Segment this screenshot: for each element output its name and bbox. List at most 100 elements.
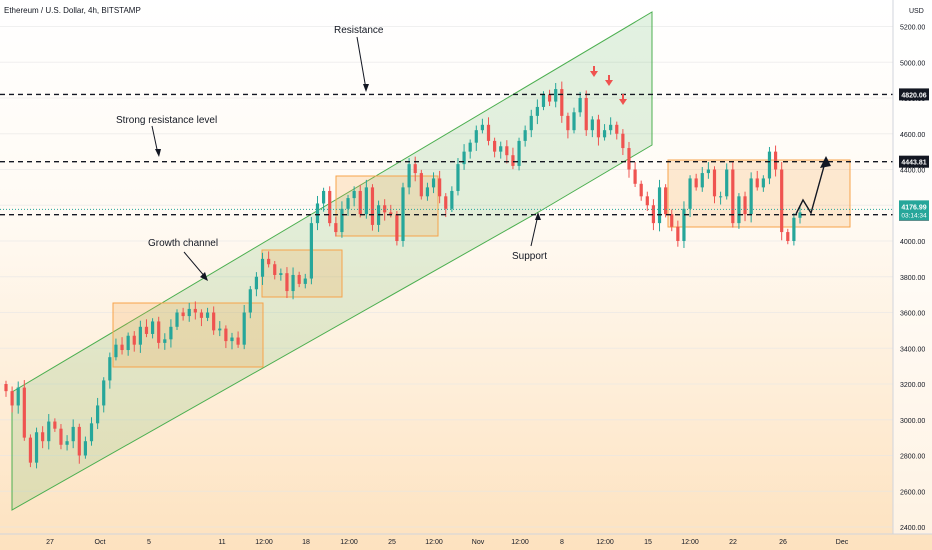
candle-body	[480, 124, 484, 131]
time-tick-label: Nov	[472, 539, 485, 546]
growth-channel[interactable]	[11, 11, 653, 511]
candle-body	[712, 169, 717, 197]
red-arrow-icon	[590, 66, 627, 105]
candle-body	[541, 94, 546, 107]
candle-body	[462, 151, 466, 165]
candle-body	[419, 173, 423, 197]
candle-body	[108, 357, 112, 381]
candle-body	[578, 98, 582, 113]
support-pointer-head	[535, 212, 541, 220]
candle-body	[456, 164, 460, 191]
support-label: Support	[512, 251, 547, 262]
candle-body	[719, 196, 723, 198]
level-tag	[899, 155, 929, 168]
level-tag-label: 4820.06	[901, 92, 926, 99]
candle-body	[322, 190, 326, 204]
candle-body	[468, 142, 472, 152]
consolidation-box-3[interactable]	[335, 175, 439, 237]
candle-body	[59, 428, 63, 445]
currency-label: USD	[909, 8, 924, 15]
candle-body	[401, 187, 405, 241]
growth-channel-pointer	[183, 251, 207, 279]
candle-body	[413, 164, 417, 174]
candle-body	[285, 273, 289, 292]
candle-body	[731, 169, 735, 224]
price-tick-label: 3400.00	[900, 346, 925, 353]
candle-body	[389, 212, 393, 215]
candle-body	[499, 146, 503, 152]
price-tick-label: 3800.00	[900, 275, 925, 282]
candle-body	[212, 312, 216, 331]
candle-body	[547, 94, 552, 102]
price-axis[interactable]: USD 2400.00 2600.00 2800.00 3000.00 3200.00 3…	[892, 0, 932, 534]
projection-arrow-icon	[820, 156, 831, 168]
candle-body	[755, 178, 759, 188]
candle-body	[187, 308, 191, 317]
candle-body	[340, 208, 344, 233]
time-tick-label: 11	[218, 539, 225, 546]
candle-body	[157, 321, 161, 343]
resistance-pointer-head	[363, 84, 369, 92]
price-tick-label: 3000.00	[900, 418, 925, 425]
candle-body	[346, 198, 350, 209]
time-tick-label: 12:00	[255, 539, 273, 546]
candle-body	[786, 232, 790, 241]
candle-body	[517, 140, 521, 166]
candle-body	[41, 432, 45, 442]
candle-body	[89, 423, 94, 442]
candle-body	[114, 344, 118, 358]
consolidation-box-4[interactable]	[667, 159, 851, 228]
candle-body	[431, 178, 436, 188]
last-price-tag	[899, 200, 929, 221]
time-tick-label: 12:00	[425, 539, 443, 546]
candle-body	[254, 276, 259, 290]
candle-body	[773, 151, 778, 170]
countdown-label: 03:14:34	[901, 212, 927, 219]
candle-body	[590, 119, 594, 131]
candle-body	[96, 405, 100, 424]
candle-body	[615, 124, 619, 134]
annotation-labels: Resistance Strong resistance level Growt…	[116, 25, 547, 262]
candle-body	[700, 173, 704, 188]
price-tick-label: 3200.00	[900, 382, 925, 389]
candle-body	[303, 278, 307, 284]
candle-body	[175, 312, 179, 327]
candle-body	[10, 391, 14, 406]
candle-body	[627, 148, 631, 170]
candle-body	[205, 312, 210, 318]
candle-body	[511, 155, 515, 166]
candle-body	[126, 335, 130, 351]
time-tick-label: 12:00	[511, 539, 529, 546]
candle-body	[364, 187, 368, 215]
level-tag	[899, 88, 929, 101]
time-tick-label: 18	[302, 539, 310, 546]
support-pointer	[530, 214, 539, 247]
candle-body	[657, 187, 662, 224]
time-tick-label: 8	[560, 539, 564, 546]
candle-body	[682, 208, 686, 241]
candle-body	[71, 426, 75, 442]
candle-body	[706, 169, 710, 174]
candle-body	[334, 223, 338, 233]
candle-body	[132, 335, 136, 345]
candle-body	[65, 441, 69, 445]
price-tick-label: 2400.00	[900, 525, 925, 532]
candle-body	[486, 124, 491, 141]
candle-body	[242, 312, 246, 345]
candle-body	[749, 178, 753, 215]
candle-body	[792, 217, 796, 241]
time-tick-label: 25	[388, 539, 396, 546]
candle-body	[83, 441, 87, 456]
price-tick-label: 2600.00	[900, 489, 925, 496]
candle-body	[584, 98, 588, 131]
candle-body	[383, 205, 387, 213]
time-tick-label: 12:00	[596, 539, 614, 546]
candle-body	[370, 187, 375, 225]
candle-body	[535, 106, 539, 116]
candle-body	[230, 337, 234, 342]
candle-body	[163, 339, 167, 343]
time-axis[interactable]: 27 Oct 5 11 12:00 18 12:00 25 12:00 Nov 12:00 8 12:0…	[0, 533, 932, 546]
candle-body	[236, 337, 240, 345]
